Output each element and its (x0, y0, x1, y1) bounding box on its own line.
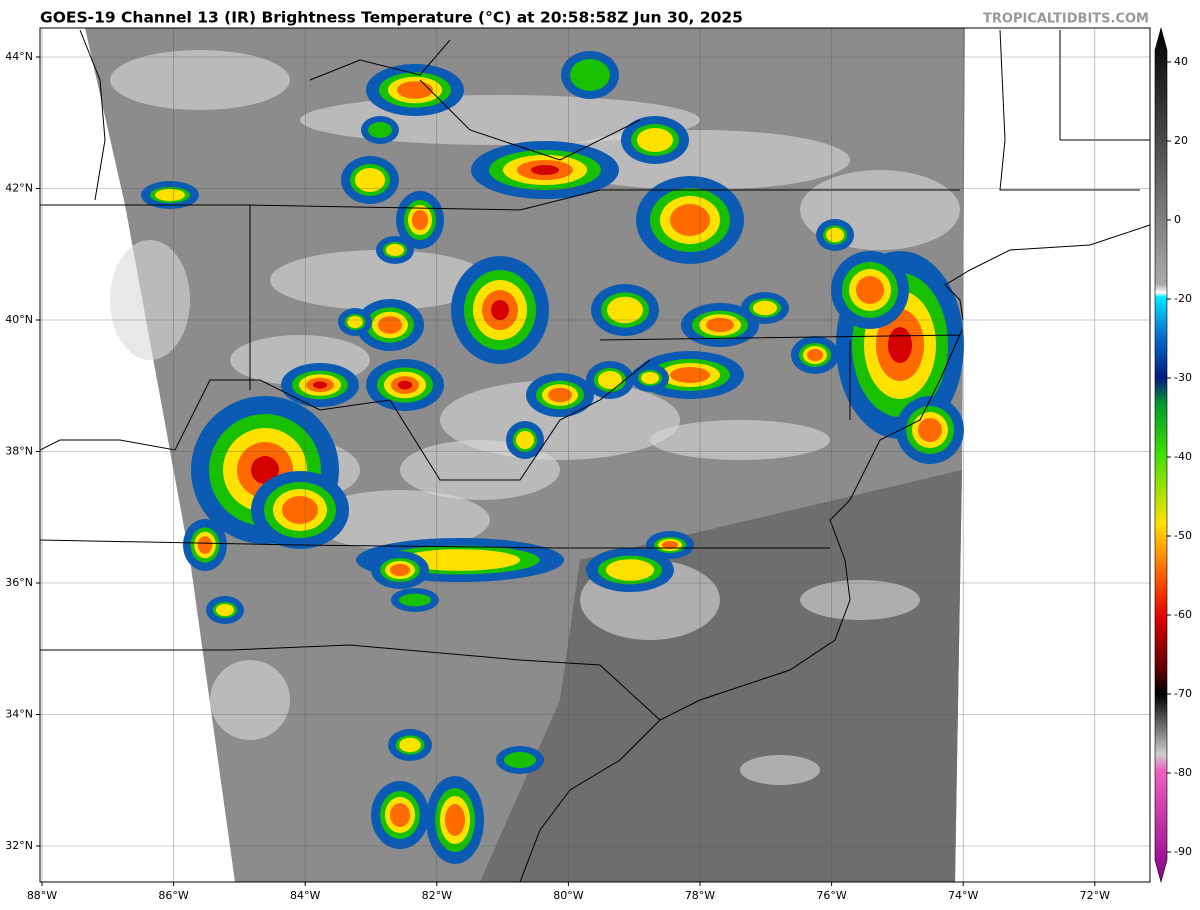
storm-cell (251, 456, 279, 484)
lat-label: 40°N (5, 313, 33, 326)
storm-cell (807, 349, 823, 361)
storm-cell (397, 81, 433, 99)
storm-cell (197, 536, 213, 554)
storm-cell (607, 296, 643, 324)
storm-cell (412, 210, 428, 230)
storm-cell (390, 803, 410, 827)
storm-cell (548, 387, 572, 403)
colorbar-label: -80 (1174, 766, 1192, 779)
lon-label: 84°W (290, 889, 320, 902)
storm-cell (516, 431, 534, 449)
map-title: GOES-19 Channel 13 (IR) Brightness Tempe… (40, 9, 743, 27)
storm-cell (531, 165, 559, 175)
cloud (210, 660, 290, 740)
storm-cell (670, 367, 710, 383)
cloud (110, 50, 290, 110)
storm-cell (491, 300, 509, 320)
map-frame (39, 27, 1151, 883)
lon-label: 80°W (553, 889, 583, 902)
colorbar-label: -50 (1174, 529, 1192, 542)
colorbar-label: -20 (1174, 292, 1192, 305)
storm-cell (641, 372, 659, 384)
lat-label: 38°N (5, 445, 33, 458)
map-area (40, 28, 1150, 882)
lon-label: 78°W (685, 889, 715, 902)
storm-cell (598, 371, 622, 389)
lat-label: 36°N (5, 576, 33, 589)
storm-cell (347, 316, 363, 328)
axis-labels: 44°N 42°N 40°N 38°N 36°N 34°N 32°N 88°W 86°W 84°W… (5, 50, 1192, 902)
storm-cell (399, 737, 421, 753)
storm-cell (368, 122, 392, 138)
storm-cell (570, 59, 610, 91)
lon-label: 86°W (158, 889, 188, 902)
colorbar-label: 40 (1174, 55, 1188, 68)
storm-cell (670, 204, 710, 236)
storm-cell (888, 327, 912, 363)
storm-cell (445, 804, 465, 836)
colorbar-label: 0 (1174, 213, 1181, 226)
colorbar-label: -40 (1174, 450, 1192, 463)
cloud (110, 240, 190, 360)
colorbar-label: 20 (1174, 134, 1188, 147)
storm-cell (390, 564, 410, 576)
colorbar-label: -90 (1174, 845, 1192, 858)
storm-cell (378, 316, 402, 334)
cloud (800, 580, 920, 620)
storm-cell (504, 752, 536, 768)
storm-cell (637, 128, 673, 152)
lon-label: 74°W (948, 889, 978, 902)
storm-cell (399, 593, 431, 607)
storm-cell (856, 276, 884, 304)
lon-label: 76°W (816, 889, 846, 902)
colorbar-label: -30 (1174, 371, 1192, 384)
storm-cell (155, 189, 185, 201)
cloud-field (110, 50, 960, 785)
storm-cell (313, 381, 327, 389)
storm-cell (355, 168, 385, 192)
credit: TROPICALTIDBITS.COM (983, 12, 1149, 27)
colorbar-label: -70 (1174, 687, 1192, 700)
storm-cell (606, 559, 654, 581)
lat-label: 42°N (5, 182, 33, 195)
storm-cell (386, 244, 404, 256)
storm-cell (662, 541, 678, 549)
colorbar (1154, 26, 1168, 884)
lat-label: 34°N (5, 708, 33, 721)
storm-cell (400, 549, 520, 571)
convective-storms (141, 51, 964, 864)
cloud (740, 755, 820, 785)
storm-cell (398, 380, 412, 390)
lon-label: 88°W (27, 889, 57, 902)
cloud (650, 420, 830, 460)
storm-cell (826, 227, 844, 243)
storm-cell (282, 496, 318, 524)
lat-label: 44°N (5, 50, 33, 63)
graticule (40, 28, 1150, 882)
cloud (310, 490, 490, 550)
boundaries (40, 29, 1150, 882)
lat-label: 32°N (5, 839, 33, 852)
lon-label: 82°W (422, 889, 452, 902)
storm-cell (753, 300, 777, 316)
storm-cell (216, 604, 234, 616)
lon-label: 72°W (1080, 889, 1110, 902)
storm-cell (706, 317, 734, 333)
storm-cell (918, 418, 942, 442)
cloud (270, 250, 490, 310)
colorbar-label: -60 (1174, 608, 1192, 621)
